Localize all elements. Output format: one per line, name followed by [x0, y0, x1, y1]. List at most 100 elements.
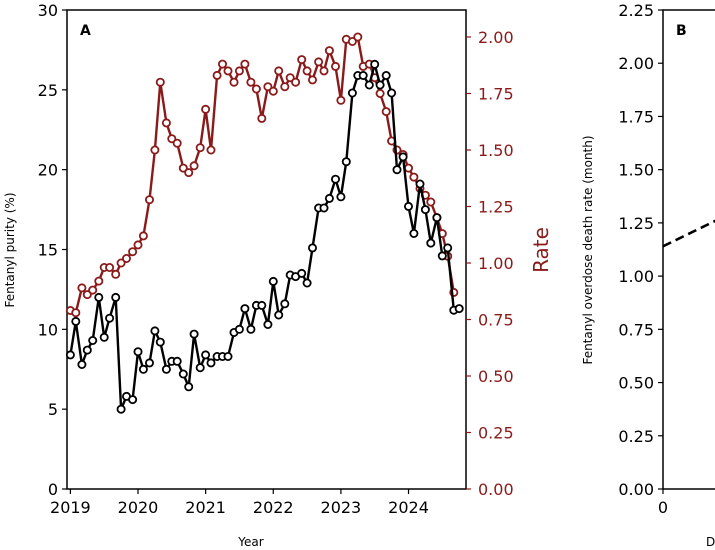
purity-point — [426, 238, 436, 248]
panel-a-series — [65, 32, 464, 414]
rate-point — [263, 82, 273, 92]
purity-point — [133, 347, 143, 357]
panel-b-series — [662, 219, 715, 248]
purity-point — [82, 345, 92, 355]
rate-point — [94, 276, 104, 286]
b-y-tick-label: 0.50 — [618, 374, 654, 393]
purity-point — [347, 88, 357, 98]
purity-point — [330, 174, 340, 184]
rate-point — [122, 253, 132, 263]
rate-point — [330, 61, 340, 71]
rate-point — [257, 113, 267, 123]
x-tick-label: 2019 — [50, 498, 91, 517]
panel-a-frame — [66, 9, 467, 490]
purity-point — [307, 243, 317, 253]
b-y-tick-label: 2.00 — [618, 54, 654, 73]
rate-point — [302, 66, 312, 76]
right-tick-label: 0.00 — [478, 480, 514, 499]
b-y-tick-label: 1.50 — [618, 161, 654, 180]
purity-point — [195, 363, 205, 373]
purity-point — [150, 326, 160, 336]
rate-point — [71, 308, 81, 318]
purity-point — [71, 316, 81, 326]
rate-point — [128, 247, 138, 257]
purity-point — [392, 165, 402, 175]
purity-point — [77, 359, 87, 369]
b-y-tick-label: 1.75 — [618, 107, 654, 126]
rate-point — [217, 59, 227, 69]
purity-point — [161, 364, 171, 374]
right-tick-label: 1.50 — [478, 141, 514, 160]
rate-point — [155, 77, 165, 87]
rate-point — [105, 262, 115, 272]
rate-point — [268, 86, 278, 96]
purity-point — [302, 278, 312, 288]
left-tick-label: 5 — [48, 400, 58, 419]
panel-a-ylabel-left: Fentanyl purity (%) — [3, 192, 17, 307]
purity-point — [403, 201, 413, 211]
purity-point — [263, 319, 273, 329]
b-y-tick-label: 0.75 — [618, 320, 654, 339]
right-tick-label: 1.00 — [478, 254, 514, 273]
panel-a-label: A — [80, 23, 91, 39]
rate-point — [234, 66, 244, 76]
purity-point — [65, 350, 75, 360]
panel-b-label: B — [676, 23, 687, 39]
rate-point — [319, 66, 329, 76]
purity-point — [454, 304, 464, 314]
rate-point — [274, 66, 284, 76]
panel-a-ylabel-right: Rate — [529, 227, 553, 273]
rate-point — [167, 134, 177, 144]
rate-point — [161, 118, 171, 128]
right-tick-label: 1.75 — [478, 85, 514, 104]
rate-point — [347, 37, 357, 47]
purity-point — [370, 59, 380, 69]
purity-point — [189, 329, 199, 339]
rate-point — [172, 138, 182, 148]
rate-point — [111, 269, 121, 279]
b-x-tick-label: 0 — [658, 498, 668, 517]
purity-point — [432, 213, 442, 223]
rate-point — [206, 145, 216, 155]
purity-point — [201, 350, 211, 360]
purity-point — [234, 324, 244, 334]
x-tick-label: 2023 — [321, 498, 362, 517]
panel-a-right-ticks: 0.00 0.25 0.50 0.75 1.00 1.25 1.50 1.75 2.00 — [466, 28, 514, 499]
rate-point — [285, 73, 295, 83]
purity-point — [223, 351, 233, 361]
panel-a-left-ticks: 0 5 10 15 20 25 30 — [38, 1, 67, 499]
rate-point — [88, 285, 98, 295]
purity-point — [105, 313, 115, 323]
rate-point — [201, 104, 211, 114]
purity-point — [138, 364, 148, 374]
rate-point — [212, 70, 222, 80]
rate-point — [291, 77, 301, 87]
panel-b-ylabel: Fentanyl overdose death rate (month) — [581, 135, 595, 364]
rate-point — [144, 195, 154, 205]
b-y-tick-label: 0.00 — [618, 480, 654, 499]
rate-point — [150, 145, 160, 155]
rate-point — [426, 197, 436, 207]
purity-point — [381, 71, 391, 81]
purity-point — [336, 192, 346, 202]
b-y-tick-label: 1.25 — [618, 214, 654, 233]
purity-point — [128, 395, 138, 405]
right-tick-label: 2.00 — [478, 28, 514, 47]
left-tick-label: 10 — [38, 320, 58, 339]
panel-b-xlabel: D — [706, 535, 715, 549]
purity-point — [437, 251, 447, 261]
left-tick-label: 25 — [38, 81, 58, 100]
b-y-tick-label: 1.00 — [618, 267, 654, 286]
rate-point — [307, 75, 317, 85]
rate-point — [223, 66, 233, 76]
purity-point — [319, 203, 329, 213]
purity-point — [387, 88, 397, 98]
rate-point — [381, 107, 391, 117]
purity-point — [155, 337, 165, 347]
rate-point — [178, 163, 188, 173]
rate-point — [403, 163, 413, 173]
rate-point — [189, 161, 199, 171]
purity-point — [268, 276, 278, 286]
purity-point — [409, 228, 419, 238]
